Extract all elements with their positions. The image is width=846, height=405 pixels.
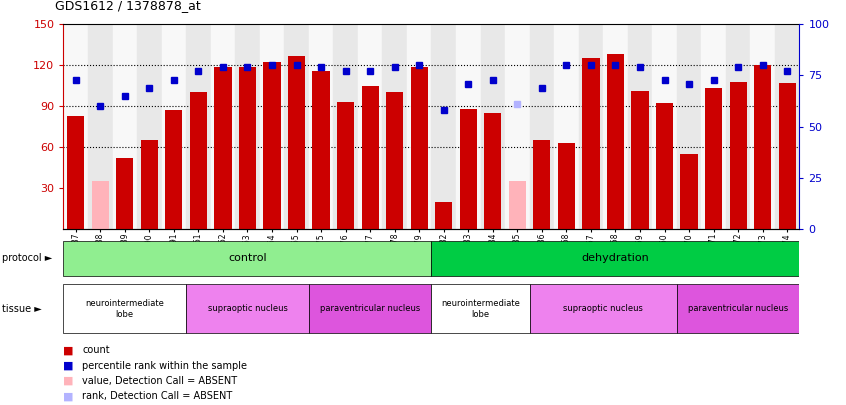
Bar <box>140 140 158 229</box>
Bar <box>165 110 183 229</box>
Text: rank, Detection Call = ABSENT: rank, Detection Call = ABSENT <box>82 392 233 401</box>
Bar <box>214 66 232 229</box>
Bar <box>113 24 137 229</box>
Bar <box>459 109 477 229</box>
Bar <box>63 24 88 229</box>
Bar <box>190 92 207 229</box>
Bar <box>63 284 186 333</box>
Bar <box>263 62 281 229</box>
Bar <box>533 140 551 229</box>
Bar <box>582 58 600 229</box>
Bar <box>361 86 379 229</box>
Bar <box>705 88 722 229</box>
Bar <box>680 154 698 229</box>
Bar <box>386 92 404 229</box>
Bar <box>309 284 431 333</box>
Bar <box>530 24 554 229</box>
Bar <box>284 24 309 229</box>
Bar <box>407 24 431 229</box>
Bar <box>337 102 354 229</box>
Bar <box>750 24 775 229</box>
Text: neurointermediate
lobe: neurointermediate lobe <box>441 299 520 318</box>
Bar <box>186 24 211 229</box>
Bar <box>91 181 109 229</box>
Text: ■: ■ <box>63 376 74 386</box>
Bar <box>186 284 309 333</box>
Bar <box>508 181 526 229</box>
Bar <box>63 241 431 275</box>
Text: ■: ■ <box>63 361 74 371</box>
Bar <box>431 241 799 275</box>
Bar <box>239 66 256 229</box>
Bar <box>435 202 453 229</box>
Bar <box>530 284 677 333</box>
Text: ■: ■ <box>63 345 74 355</box>
Bar <box>701 24 726 229</box>
Bar <box>137 24 162 229</box>
Text: dehydration: dehydration <box>581 253 650 263</box>
Bar <box>288 55 305 229</box>
Bar <box>116 158 134 229</box>
Text: neurointermediate
lobe: neurointermediate lobe <box>85 299 164 318</box>
Bar <box>554 24 579 229</box>
Bar <box>677 24 701 229</box>
Bar <box>162 24 186 229</box>
Text: supraoptic nucleus: supraoptic nucleus <box>563 304 643 313</box>
Text: protocol ►: protocol ► <box>2 253 52 263</box>
Text: count: count <box>82 345 110 355</box>
Bar <box>778 83 796 229</box>
Bar <box>431 284 530 333</box>
Bar <box>358 24 382 229</box>
Bar <box>235 24 260 229</box>
Bar <box>312 70 330 229</box>
Text: supraoptic nucleus: supraoptic nucleus <box>207 304 288 313</box>
Bar <box>579 24 603 229</box>
Bar <box>652 24 677 229</box>
Bar <box>382 24 407 229</box>
Bar <box>726 24 750 229</box>
Bar <box>775 24 799 229</box>
Bar <box>729 81 747 229</box>
Bar <box>603 24 628 229</box>
Bar <box>505 24 530 229</box>
Text: percentile rank within the sample: percentile rank within the sample <box>82 361 247 371</box>
Bar <box>481 24 505 229</box>
Bar <box>67 116 85 229</box>
Text: control: control <box>228 253 266 263</box>
Bar <box>211 24 235 229</box>
Bar <box>88 24 113 229</box>
Bar <box>628 24 652 229</box>
Bar <box>656 103 673 229</box>
Bar <box>631 91 649 229</box>
Bar <box>309 24 333 229</box>
Text: GDS1612 / 1378878_at: GDS1612 / 1378878_at <box>55 0 201 12</box>
Bar <box>754 65 772 229</box>
Bar <box>333 24 358 229</box>
Text: ■: ■ <box>63 392 74 401</box>
Text: paraventricular nucleus: paraventricular nucleus <box>320 304 420 313</box>
Bar <box>456 24 481 229</box>
Text: paraventricular nucleus: paraventricular nucleus <box>688 304 788 313</box>
Bar <box>558 143 575 229</box>
Bar <box>431 24 456 229</box>
Bar <box>484 113 502 229</box>
Bar <box>410 66 428 229</box>
Text: value, Detection Call = ABSENT: value, Detection Call = ABSENT <box>82 376 237 386</box>
Bar <box>260 24 284 229</box>
Bar <box>677 284 799 333</box>
Text: tissue ►: tissue ► <box>2 304 41 314</box>
Bar <box>607 54 624 229</box>
